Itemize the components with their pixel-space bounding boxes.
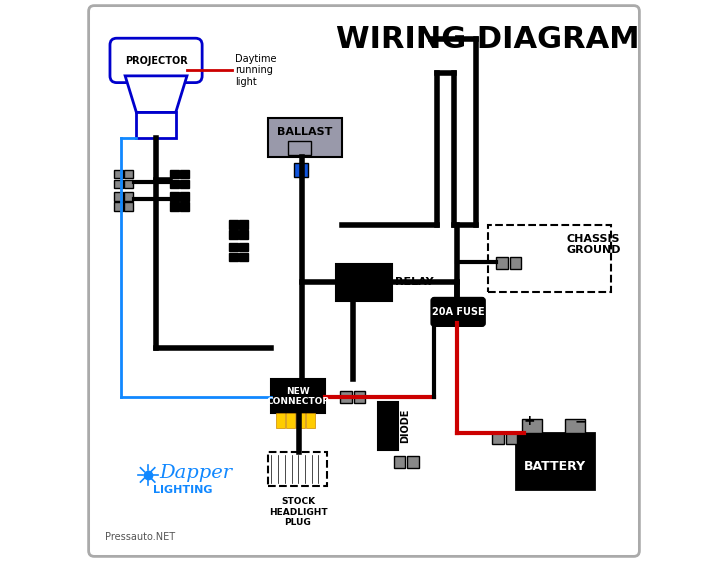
FancyBboxPatch shape	[181, 202, 189, 211]
FancyBboxPatch shape	[124, 180, 132, 188]
FancyBboxPatch shape	[510, 257, 521, 269]
FancyBboxPatch shape	[394, 456, 405, 468]
FancyBboxPatch shape	[110, 38, 202, 83]
Text: STOCK
HEADLIGHT
PLUG: STOCK HEADLIGHT PLUG	[269, 497, 328, 527]
FancyBboxPatch shape	[114, 170, 122, 178]
FancyBboxPatch shape	[124, 192, 132, 201]
FancyBboxPatch shape	[229, 230, 238, 239]
Text: BALLAST: BALLAST	[277, 127, 333, 137]
FancyBboxPatch shape	[240, 243, 248, 251]
FancyBboxPatch shape	[114, 202, 122, 211]
FancyBboxPatch shape	[240, 230, 248, 239]
Text: −: −	[574, 414, 586, 428]
Polygon shape	[125, 76, 187, 112]
FancyBboxPatch shape	[492, 433, 504, 444]
FancyBboxPatch shape	[181, 170, 189, 178]
FancyBboxPatch shape	[515, 433, 595, 489]
FancyBboxPatch shape	[294, 163, 308, 177]
FancyBboxPatch shape	[170, 192, 178, 201]
FancyBboxPatch shape	[124, 170, 132, 178]
FancyBboxPatch shape	[170, 170, 178, 178]
FancyBboxPatch shape	[523, 419, 542, 433]
FancyBboxPatch shape	[506, 433, 517, 444]
FancyBboxPatch shape	[272, 379, 325, 413]
Text: Dapper: Dapper	[159, 464, 232, 482]
FancyBboxPatch shape	[269, 452, 328, 486]
FancyBboxPatch shape	[496, 257, 507, 269]
Text: LIGHTING: LIGHTING	[154, 485, 213, 495]
FancyBboxPatch shape	[288, 140, 311, 155]
Text: RELAY: RELAY	[395, 278, 434, 287]
FancyBboxPatch shape	[378, 402, 397, 450]
FancyBboxPatch shape	[276, 413, 285, 428]
Text: Daytime
running
light: Daytime running light	[234, 53, 276, 87]
Text: BATTERY: BATTERY	[524, 460, 586, 473]
FancyBboxPatch shape	[296, 413, 305, 428]
Text: NEW
CONNECTOR: NEW CONNECTOR	[266, 387, 330, 406]
Text: Pressauto.NET: Pressauto.NET	[106, 532, 175, 542]
FancyBboxPatch shape	[229, 220, 238, 229]
FancyBboxPatch shape	[181, 192, 189, 201]
FancyBboxPatch shape	[229, 243, 238, 251]
FancyBboxPatch shape	[240, 253, 248, 261]
FancyBboxPatch shape	[114, 180, 122, 188]
FancyBboxPatch shape	[240, 220, 248, 229]
FancyBboxPatch shape	[432, 298, 485, 326]
Text: PROJECTOR: PROJECTOR	[124, 56, 187, 66]
FancyBboxPatch shape	[114, 192, 122, 201]
FancyBboxPatch shape	[181, 180, 189, 188]
FancyBboxPatch shape	[170, 202, 178, 211]
Text: CHASSIS
GROUND: CHASSIS GROUND	[566, 234, 621, 255]
FancyBboxPatch shape	[565, 419, 585, 433]
FancyBboxPatch shape	[136, 112, 175, 138]
Text: +: +	[524, 414, 536, 428]
FancyBboxPatch shape	[286, 413, 295, 428]
FancyBboxPatch shape	[229, 253, 238, 261]
FancyBboxPatch shape	[269, 118, 341, 157]
FancyBboxPatch shape	[170, 180, 178, 188]
FancyBboxPatch shape	[407, 456, 419, 468]
Text: DIODE: DIODE	[400, 409, 411, 443]
FancyBboxPatch shape	[89, 6, 639, 556]
FancyBboxPatch shape	[341, 392, 352, 403]
FancyBboxPatch shape	[336, 264, 392, 301]
Text: 20A FUSE: 20A FUSE	[432, 307, 484, 317]
Text: WIRING DIAGRAM: WIRING DIAGRAM	[336, 25, 639, 54]
FancyBboxPatch shape	[124, 202, 132, 211]
FancyBboxPatch shape	[354, 392, 365, 403]
FancyBboxPatch shape	[306, 413, 315, 428]
